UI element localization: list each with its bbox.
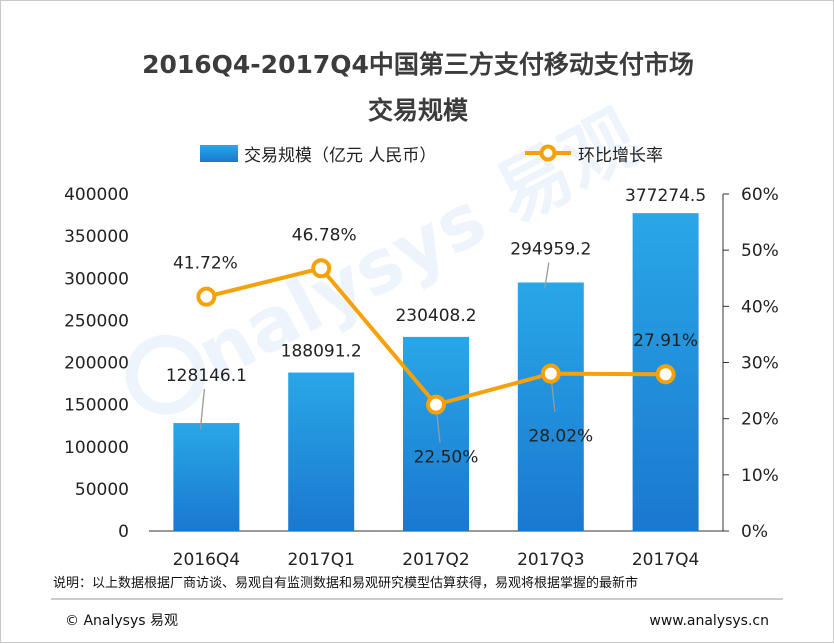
bar-data-label: 377274.5 — [625, 186, 706, 206]
bar-label-leader — [544, 262, 550, 289]
legend-bar-swatch — [200, 145, 238, 162]
bar — [288, 372, 355, 531]
footer-url: www.analysys.cn — [649, 613, 769, 629]
y-left-tick-label: 50000 — [75, 480, 129, 500]
y-right-tick-label: 30% — [741, 354, 779, 374]
y-left-tick-label: 100000 — [64, 438, 129, 458]
bar — [517, 282, 584, 531]
legend-line-marker — [539, 144, 557, 162]
y-left-tick-label: 250000 — [64, 311, 129, 331]
y-right-tick-label: 20% — [741, 410, 779, 430]
line-data-label: 22.50% — [414, 448, 479, 468]
bar — [403, 336, 469, 531]
line-data-label: 46.78% — [292, 225, 357, 245]
source-note: 说明：以上数据根据厂商访谈、易观自有监测数据和易观研究模型估算获得，易观将根据掌… — [53, 575, 638, 591]
growth-rate-point — [311, 258, 332, 279]
bar-label-leader — [199, 388, 206, 430]
footer-copyright: © Analysys 易观 — [65, 613, 178, 629]
y-right-tick-label: 60% — [741, 185, 779, 205]
line-data-label: 28.02% — [528, 427, 593, 447]
line-data-label: 41.72% — [173, 254, 238, 274]
bar-data-label: 230408.2 — [395, 306, 476, 326]
y-right-tick-label: 10% — [741, 466, 779, 486]
bar-data-label: 128146.1 — [166, 366, 247, 386]
y-right-tick-label: 50% — [741, 241, 779, 261]
x-tick-label: 2017Q2 — [402, 550, 469, 570]
growth-rate-point — [540, 363, 561, 384]
chart-title-line1: 2016Q4-2017Q4中国第三方支付移动支付市场 — [142, 50, 694, 79]
legend-line-label: 环比增长率 — [578, 146, 663, 166]
growth-rate-point — [196, 286, 217, 307]
x-tick-label: 2017Q1 — [287, 550, 354, 570]
y-right-tick-label: 40% — [741, 297, 779, 317]
legend-bar-label: 交易规模（亿元 人民币） — [244, 146, 436, 166]
growth-rate-point — [426, 394, 446, 415]
x-tick-label: 2016Q4 — [173, 550, 240, 570]
bar-data-label: 294959.2 — [510, 239, 591, 259]
chart-title-line2: 交易规模 — [368, 96, 469, 125]
y-left-tick-label: 150000 — [64, 396, 129, 416]
y-right-tick-label: 0% — [741, 522, 768, 542]
y-left-tick-label: 400000 — [64, 185, 129, 205]
x-tick-label: 2017Q4 — [632, 550, 699, 570]
legend: 交易规模（亿元 人民币） 环比增长率 — [200, 144, 663, 166]
growth-rate-point — [655, 364, 676, 385]
line-label-leader — [551, 383, 556, 412]
y-left-tick-label: 350000 — [64, 227, 129, 247]
y-left-tick-label: 0 — [118, 522, 129, 542]
x-tick-label: 2017Q3 — [517, 550, 584, 570]
line-data-label: 27.91% — [633, 331, 698, 351]
y-left-tick-label: 200000 — [64, 354, 129, 374]
y-left-tick-label: 300000 — [64, 269, 129, 289]
line-label-leader — [436, 414, 441, 443]
bar-data-label: 188091.2 — [281, 342, 362, 362]
bar — [173, 423, 240, 531]
plot-area: 0% 10% 20% 30% 40% 50% 60% 0 50000 100000 150000 20… — [64, 185, 779, 570]
